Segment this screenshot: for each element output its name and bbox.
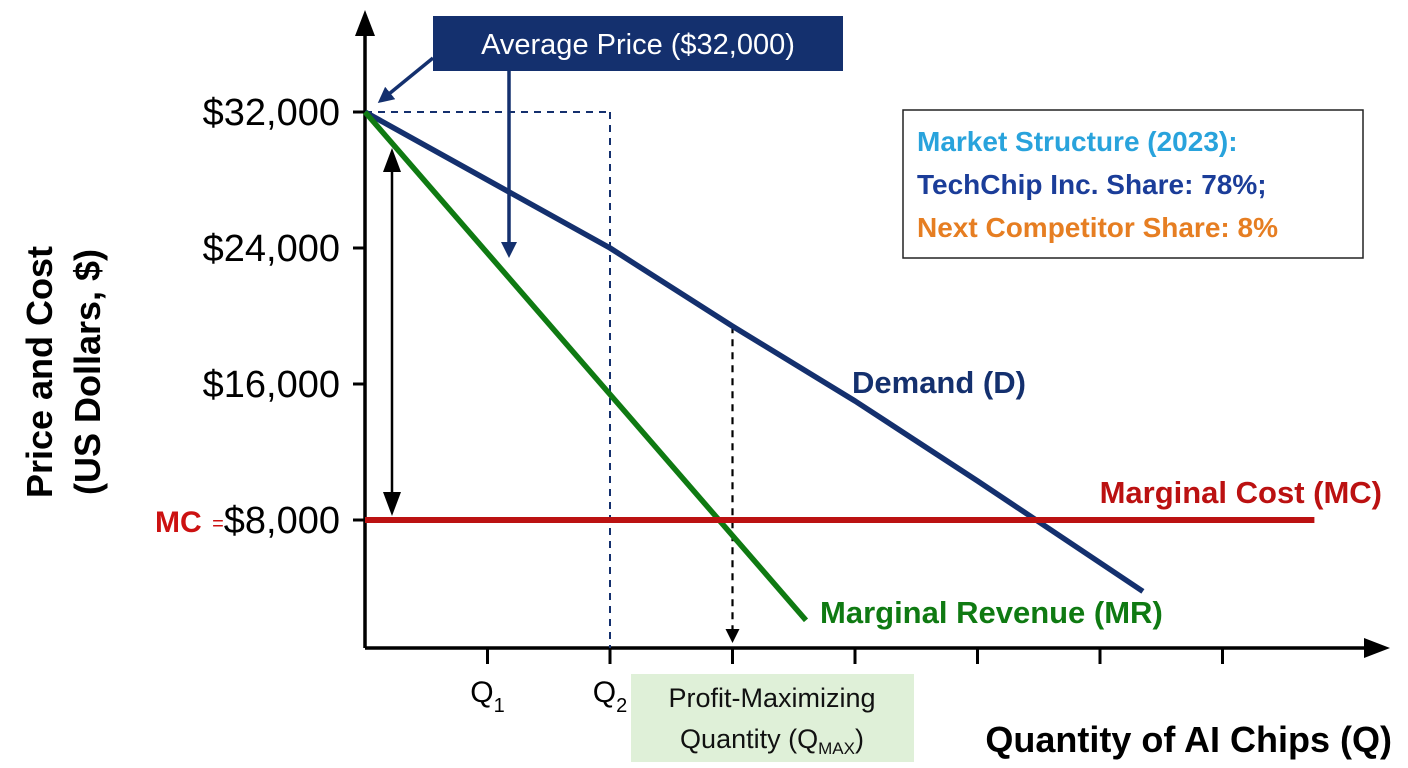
qmax-label: Profit-Maximizing Quantity (QMAX) [631, 674, 914, 762]
average-price-callout: Average Price ($32,000) [377, 16, 843, 258]
average-price-arrow-left [377, 56, 435, 104]
y-tick-label-3: $8,000 [224, 500, 340, 542]
gap-arrow-head-down [383, 492, 401, 516]
mc-prefix: MC = [155, 506, 224, 539]
demand-label: Demand (D) [852, 365, 1026, 400]
y-axis-title: Price and Cost (US Dollars, $) [19, 246, 108, 498]
market-structure-frame [902, 109, 1364, 259]
price-cost-gap-arrow [383, 148, 401, 516]
market-structure-title: Market Structure (2023): [917, 126, 1238, 157]
competitor-share: Next Competitor Share: 8% [917, 212, 1278, 243]
qmax-label-line1: Profit-Maximizing [668, 683, 875, 713]
qmax-label-box [631, 674, 914, 762]
series-group [362, 109, 1315, 623]
y-tick-label-1: $24,000 [203, 228, 340, 270]
x-axis-arrowhead [1364, 638, 1390, 658]
y-axis-title-line1: Price and Cost [19, 246, 60, 498]
x-axis-title: Quantity of AI Chips (Q) [985, 719, 1392, 760]
demand-curve [363, 109, 1145, 594]
techchip-share: TechChip Inc. Share: 78%; [917, 169, 1267, 200]
mr-curve [362, 110, 809, 623]
gap-arrow-head-up [383, 148, 401, 172]
x-tick-label-q1: Q1 [470, 676, 504, 717]
mr-label: Marginal Revenue (MR) [820, 595, 1163, 630]
y-axis-arrowhead [355, 10, 375, 36]
mc-label: Marginal Cost (MC) [1100, 475, 1382, 510]
x-axis [365, 638, 1390, 658]
qmax-label-line2: Quantity (QMAX) [680, 724, 864, 758]
y-ticks: $32,000 $24,000 $16,000 $8,000 [203, 92, 365, 542]
average-price-callout-text: Average Price ($32,000) [481, 29, 795, 61]
average-price-callout-box [433, 16, 843, 71]
x-tick-label-q2: Q2 [593, 676, 627, 717]
guide-lines [365, 111, 740, 648]
y-axis [355, 10, 375, 648]
y-tick-label-2: $16,000 [203, 364, 340, 406]
x-ticks: Q1 Q2 [470, 648, 1224, 717]
market-structure-box: Market Structure (2023): TechChip Inc. S… [902, 109, 1364, 259]
y-axis-title-line2: (US Dollars, $) [67, 249, 108, 495]
y-tick-label-0: $32,000 [203, 92, 340, 134]
